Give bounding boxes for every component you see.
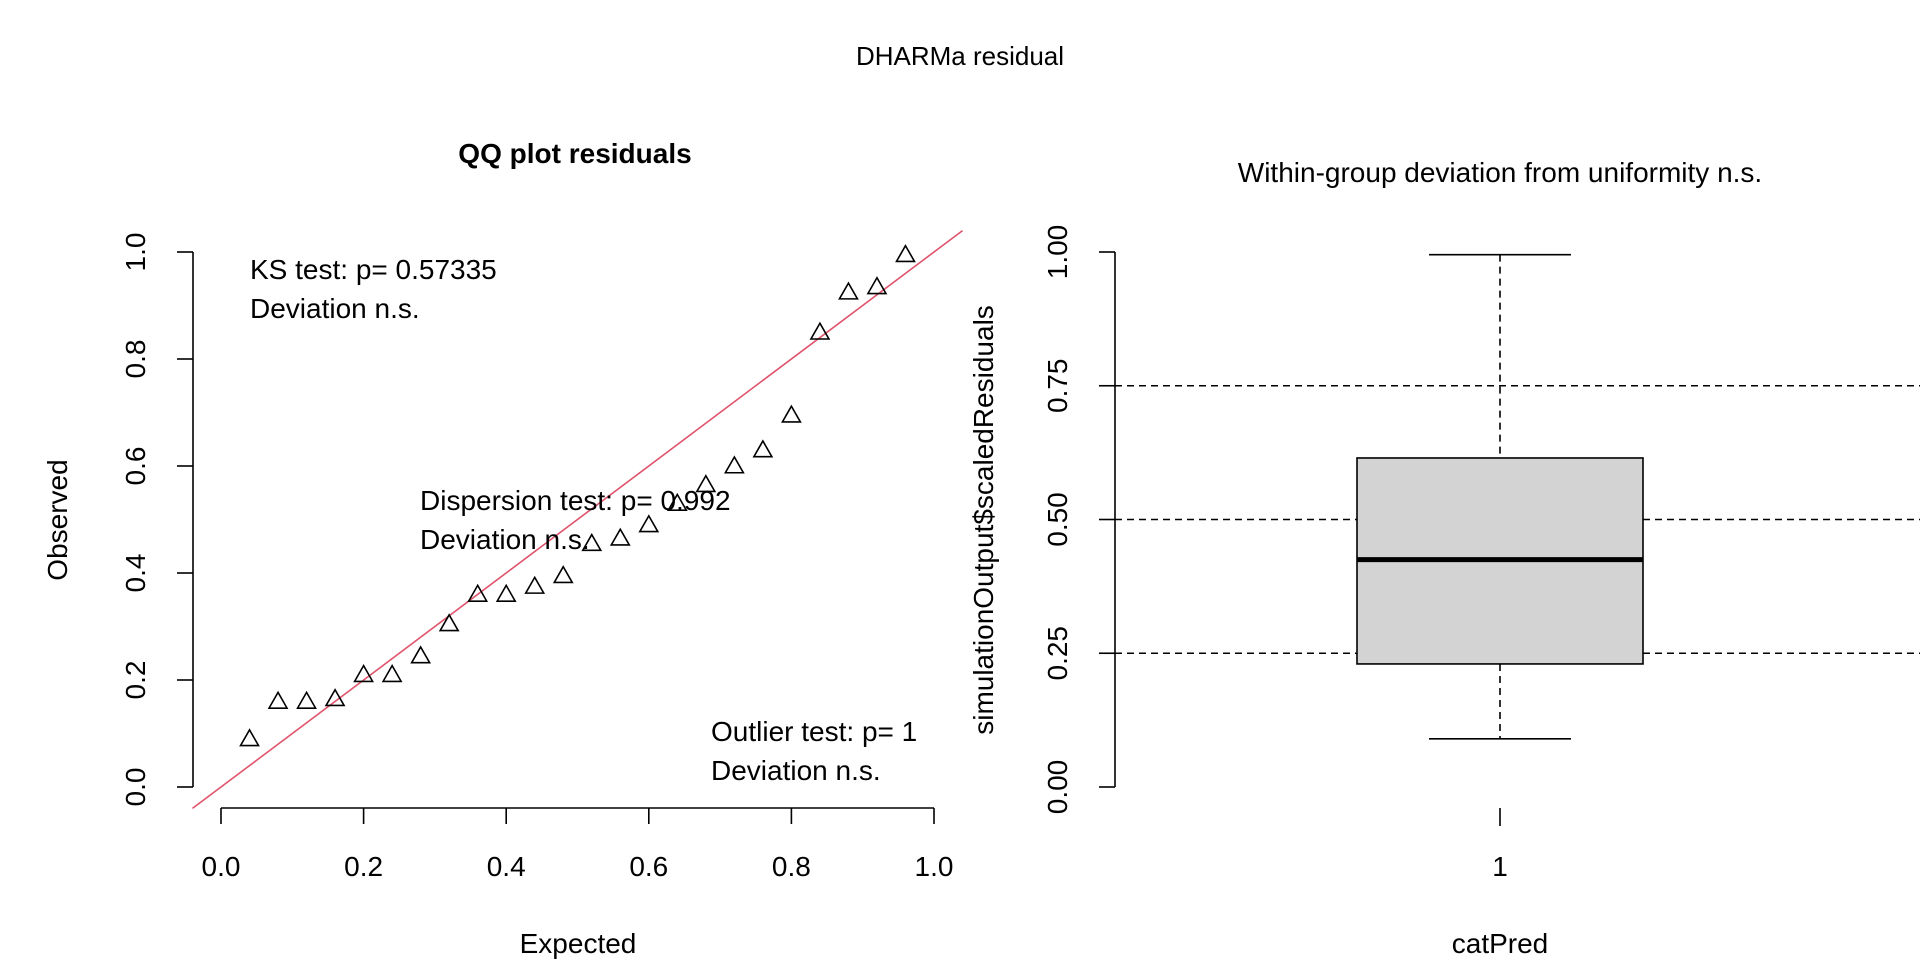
qq-point — [695, 474, 717, 493]
qq-point — [324, 688, 346, 707]
qq-y-tick-label: 0.0 — [120, 768, 151, 807]
boxplot-y-tick-label: 0.00 — [1042, 760, 1073, 815]
boxplot-boxes — [1356, 253, 1644, 740]
qq-x-axis-label: Expected — [520, 928, 637, 959]
qq-point — [267, 690, 289, 709]
qq-point — [467, 583, 489, 602]
qq-point — [353, 664, 374, 683]
qq-reference-line — [191, 229, 964, 810]
qq-point — [609, 527, 631, 546]
dispersion-test-label: Dispersion test: p= 0.992 — [420, 485, 731, 516]
qq-y-tick-label: 1.0 — [120, 233, 151, 272]
boxplot-y-axis-label: simulationOutput$scaledResiduals — [968, 305, 999, 735]
qq-plot-panel: QQ plot residuals 0.0 0.2 0.4 0.6 0.8 1.00.00… — [42, 138, 964, 959]
qq-y-tick-label: 0.8 — [120, 340, 151, 379]
qq-point — [552, 565, 574, 584]
boxplot-axes: 0.00 0.25 0.50 0.75 1.00 1 — [1042, 225, 1508, 882]
qq-y-tick-label: 0.4 — [120, 554, 151, 593]
qq-x-tick-label: 1.0 — [915, 851, 954, 882]
qq-point — [866, 276, 888, 295]
dispersion-deviation-label: Deviation n.s. — [420, 524, 590, 555]
boxplot-y-tick-label: 1.00 — [1042, 225, 1073, 280]
boxplot-panel: Within-group deviation from uniformity n… — [968, 157, 1920, 959]
boxplot-title: Within-group deviation from uniformity n… — [1238, 157, 1762, 188]
qq-x-tick-label: 0.4 — [487, 851, 526, 882]
qq-y-axis-label: Observed — [42, 459, 73, 580]
qq-points — [239, 244, 916, 747]
qq-y-tick-label: 0.6 — [120, 447, 151, 486]
qq-y-tick-label: 0.2 — [120, 661, 151, 700]
qq-point — [752, 439, 774, 458]
boxplot-x-axis-label: catPred — [1452, 928, 1549, 959]
boxplot-x-tick-label: 1 — [1492, 851, 1508, 882]
qq-point — [895, 244, 916, 263]
qq-x-tick-label: 0.8 — [772, 851, 811, 882]
qq-plot-title: QQ plot residuals — [458, 138, 691, 169]
qq-point — [410, 645, 432, 664]
qq-point — [638, 514, 660, 533]
outlier-deviation-label: Deviation n.s. — [711, 755, 881, 786]
ks-deviation-label: Deviation n.s. — [250, 293, 420, 324]
qq-point — [723, 455, 745, 474]
qq-x-tick-label: 0.6 — [629, 851, 668, 882]
qq-point — [296, 690, 317, 709]
qq-point — [381, 664, 403, 683]
boxplot-y-tick-label: 0.50 — [1042, 492, 1073, 547]
qq-axes: 0.0 0.2 0.4 0.6 0.8 1.0 0.0 0.2 0.4 0.6 0.8 1.0 — [120, 233, 953, 882]
qq-point — [495, 583, 517, 602]
qq-x-tick-label: 0.0 — [202, 851, 241, 882]
boxplot-y-tick-label: 0.25 — [1042, 626, 1073, 681]
qq-point — [838, 281, 859, 300]
outlier-test-label: Outlier test: p= 1 — [711, 716, 917, 747]
qq-point — [809, 321, 831, 340]
qq-point — [781, 404, 802, 423]
qq-point — [581, 532, 603, 552]
boxplot-y-tick-label: 0.75 — [1042, 359, 1073, 414]
qq-x-tick-label: 0.2 — [344, 851, 383, 882]
qq-point — [666, 492, 688, 512]
page-title: DHARMa residual — [856, 41, 1064, 71]
qq-point — [524, 575, 546, 594]
ks-test-label: KS test: p= 0.57335 — [250, 254, 497, 285]
qq-point — [438, 613, 460, 632]
qq-point — [239, 728, 260, 747]
